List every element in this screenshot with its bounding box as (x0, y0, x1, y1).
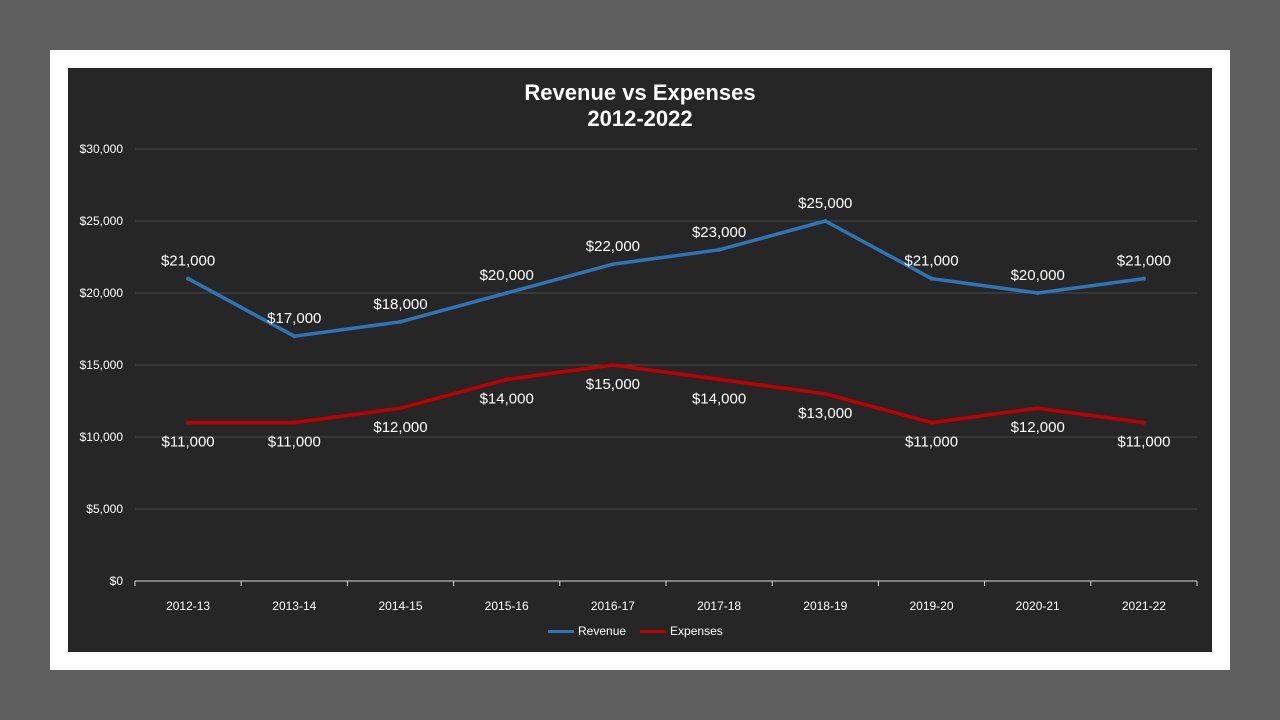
chart-area (68, 68, 1212, 652)
data-label-expenses: $11,000 (1117, 434, 1170, 451)
data-point-revenue (1035, 291, 1040, 295)
data-label-revenue: $21,000 (904, 253, 958, 270)
series-line-expenses (186, 363, 1146, 425)
data-point-revenue (1141, 276, 1146, 281)
data-label-revenue: $22,000 (586, 238, 640, 255)
chart-title: Revenue vs Expenses 2012-2022 (68, 80, 1212, 132)
x-tick-label: 2020-21 (1016, 599, 1060, 613)
data-label-revenue: $17,000 (267, 310, 321, 327)
data-point-revenue (717, 247, 722, 252)
data-point-expenses (717, 377, 722, 382)
y-tick-label: $0 (110, 574, 124, 588)
data-point-expenses (504, 377, 509, 382)
data-label-revenue: $20,000 (1011, 267, 1065, 284)
x-tick-label: 2014-15 (378, 599, 422, 613)
legend-item-expenses: Expenses (640, 624, 723, 638)
data-point-revenue (186, 276, 191, 281)
data-point-expenses (610, 363, 615, 367)
legend-item-revenue: Revenue (548, 624, 626, 638)
data-label-expenses: $14,000 (692, 390, 746, 407)
data-point-expenses (1035, 406, 1040, 411)
x-tick-label: 2018-19 (803, 599, 847, 613)
data-label-revenue: $25,000 (798, 195, 852, 212)
data-label-revenue: $23,000 (692, 224, 746, 241)
x-tick-label: 2016-17 (591, 599, 635, 613)
legend: Revenue Expenses (548, 624, 723, 638)
y-tick-label: $30,000 (80, 142, 124, 156)
data-label-expenses: $13,000 (798, 405, 852, 422)
x-tick-label: 2021-22 (1122, 599, 1166, 613)
data-point-expenses (398, 406, 403, 411)
legend-swatch-revenue (548, 629, 574, 633)
legend-label-revenue: Revenue (578, 624, 627, 638)
data-point-revenue (504, 291, 509, 295)
y-tick-label: $20,000 (80, 286, 124, 300)
y-tick-label: $10,000 (80, 430, 124, 444)
x-tick-label: 2012-13 (166, 599, 210, 613)
data-point-expenses (823, 391, 828, 396)
data-label-expenses: $12,000 (1011, 419, 1065, 436)
x-tick-label: 2013-14 (272, 599, 316, 613)
data-label-revenue: $20,000 (480, 267, 534, 284)
data-label-revenue: $21,000 (1117, 253, 1171, 270)
y-tick-label: $15,000 (80, 358, 124, 372)
legend-label-expenses: Expenses (670, 624, 723, 638)
data-label-expenses: $12,000 (373, 419, 427, 436)
data-point-revenue (292, 334, 297, 339)
data-point-expenses (186, 420, 191, 425)
chart-title-line1: Revenue vs Expenses (524, 80, 756, 105)
data-point-revenue (610, 262, 615, 267)
data-label-expenses: $11,000 (162, 434, 215, 451)
data-point-expenses (929, 420, 934, 425)
data-point-expenses (1141, 420, 1146, 425)
x-tick-label: 2015-16 (485, 599, 529, 613)
chart-title-line2: 2012-2022 (587, 106, 693, 131)
data-label-revenue: $18,000 (373, 296, 427, 313)
data-point-revenue (823, 219, 828, 223)
data-label-expenses: $11,000 (268, 434, 321, 451)
series-line-revenue (186, 219, 1146, 338)
y-tick-label: $5,000 (86, 502, 123, 516)
data-label-expenses: $11,000 (905, 434, 958, 451)
data-label-expenses: $15,000 (586, 376, 640, 393)
data-point-revenue (398, 319, 403, 324)
data-label-revenue: $21,000 (161, 253, 215, 270)
x-tick-label: 2017-18 (697, 599, 741, 613)
legend-swatch-expenses (640, 629, 667, 633)
data-point-revenue (929, 276, 934, 281)
x-tick-label: 2019-20 (909, 599, 953, 613)
data-point-expenses (292, 420, 297, 425)
y-tick-label: $25,000 (80, 214, 124, 228)
data-label-expenses: $14,000 (480, 390, 534, 407)
